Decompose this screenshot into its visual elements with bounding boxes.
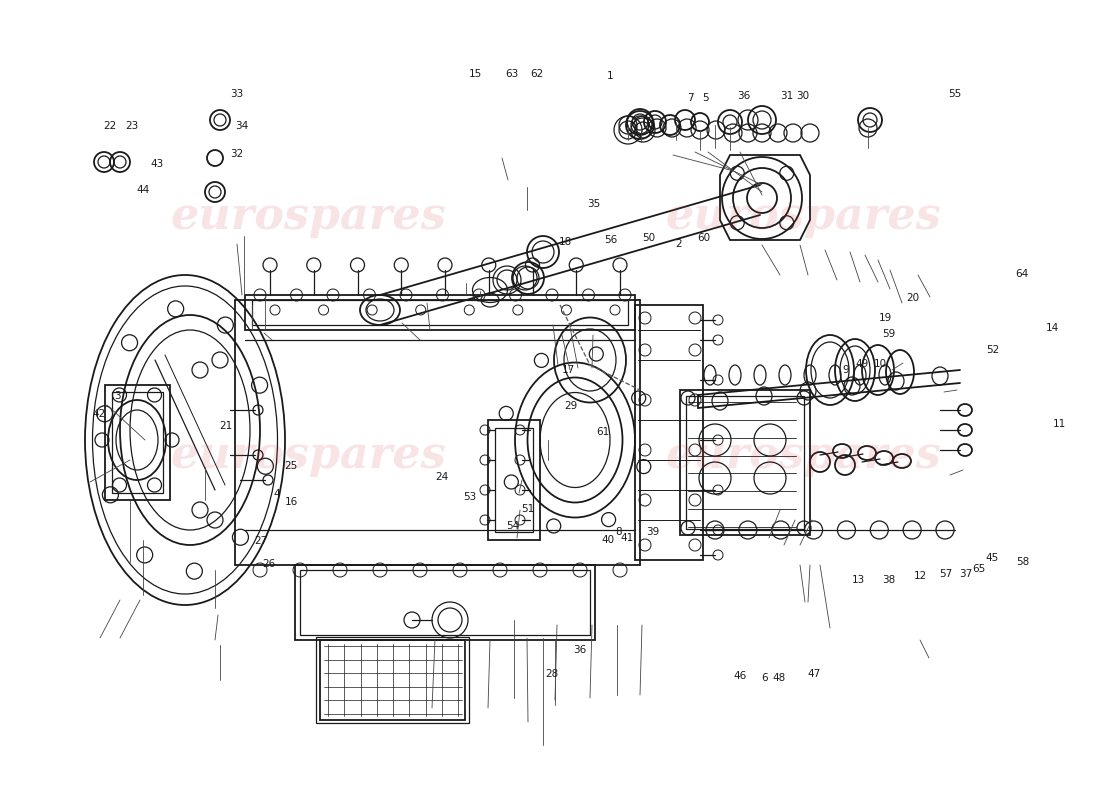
Bar bbox=[686, 396, 804, 529]
Text: 6: 6 bbox=[761, 674, 768, 683]
Text: 30: 30 bbox=[796, 91, 810, 101]
Bar bbox=[320, 640, 465, 720]
Bar bbox=[635, 305, 703, 560]
Text: 14: 14 bbox=[1046, 323, 1059, 333]
Text: 42: 42 bbox=[92, 410, 106, 419]
Text: 54: 54 bbox=[506, 521, 519, 530]
Text: 65: 65 bbox=[972, 564, 986, 574]
Text: 59: 59 bbox=[882, 330, 895, 339]
Text: 11: 11 bbox=[1053, 419, 1066, 429]
Text: 17: 17 bbox=[562, 365, 575, 374]
Text: 9: 9 bbox=[843, 365, 849, 374]
Text: 32: 32 bbox=[230, 149, 243, 158]
Text: 16: 16 bbox=[285, 498, 298, 507]
Text: 1: 1 bbox=[607, 71, 614, 81]
Text: 8: 8 bbox=[615, 527, 622, 537]
Text: 25: 25 bbox=[284, 462, 297, 471]
Text: 50: 50 bbox=[642, 234, 656, 243]
Text: 5: 5 bbox=[702, 93, 708, 102]
Text: 29: 29 bbox=[564, 401, 578, 410]
Text: 56: 56 bbox=[604, 235, 617, 245]
Text: 19: 19 bbox=[879, 314, 892, 323]
Text: 23: 23 bbox=[125, 122, 139, 131]
Text: 47: 47 bbox=[807, 670, 821, 679]
Text: 61: 61 bbox=[596, 427, 609, 437]
Text: 34: 34 bbox=[235, 122, 249, 131]
Text: 18: 18 bbox=[559, 237, 572, 246]
Text: 40: 40 bbox=[602, 535, 615, 545]
Text: 21: 21 bbox=[219, 422, 232, 431]
Text: 15: 15 bbox=[469, 69, 482, 78]
Text: 2: 2 bbox=[675, 239, 682, 249]
Text: 55: 55 bbox=[948, 90, 961, 99]
Text: 4: 4 bbox=[274, 490, 280, 499]
Text: 62: 62 bbox=[530, 69, 543, 78]
Text: 26: 26 bbox=[262, 559, 275, 569]
Text: 22: 22 bbox=[103, 122, 117, 131]
Text: 20: 20 bbox=[906, 293, 920, 302]
Text: 10: 10 bbox=[873, 359, 887, 369]
Text: 48: 48 bbox=[772, 673, 785, 682]
Text: 53: 53 bbox=[463, 492, 476, 502]
Text: 43: 43 bbox=[151, 159, 164, 169]
Text: 13: 13 bbox=[851, 575, 865, 585]
Text: 44: 44 bbox=[136, 186, 150, 195]
Text: eurospares: eurospares bbox=[666, 194, 940, 238]
Text: 36: 36 bbox=[573, 646, 586, 655]
Bar bbox=[680, 390, 810, 535]
Text: 33: 33 bbox=[230, 90, 243, 99]
Text: eurospares: eurospares bbox=[170, 194, 446, 238]
Text: 63: 63 bbox=[505, 69, 518, 78]
Text: 7: 7 bbox=[688, 93, 694, 102]
Text: 38: 38 bbox=[882, 575, 895, 585]
Text: 39: 39 bbox=[646, 527, 659, 537]
Text: 28: 28 bbox=[546, 669, 559, 678]
Text: 24: 24 bbox=[436, 472, 449, 482]
Text: 36: 36 bbox=[737, 91, 750, 101]
Text: 51: 51 bbox=[521, 504, 535, 514]
Text: 27: 27 bbox=[254, 536, 267, 546]
Text: 31: 31 bbox=[780, 91, 793, 101]
Text: 41: 41 bbox=[620, 534, 634, 543]
Text: 58: 58 bbox=[1016, 558, 1030, 567]
Text: 60: 60 bbox=[697, 234, 711, 243]
Text: 57: 57 bbox=[939, 570, 953, 579]
Text: 12: 12 bbox=[914, 571, 927, 581]
Text: 45: 45 bbox=[986, 553, 999, 562]
Text: 52: 52 bbox=[987, 345, 1000, 354]
Text: 35: 35 bbox=[587, 199, 601, 209]
Bar bbox=[316, 637, 469, 723]
Text: 37: 37 bbox=[959, 570, 972, 579]
Text: 64: 64 bbox=[1015, 269, 1028, 278]
Text: eurospares: eurospares bbox=[170, 434, 446, 478]
Text: 46: 46 bbox=[734, 671, 747, 681]
Text: 3: 3 bbox=[114, 391, 121, 401]
Text: 49: 49 bbox=[856, 359, 869, 369]
Text: eurospares: eurospares bbox=[666, 434, 940, 478]
